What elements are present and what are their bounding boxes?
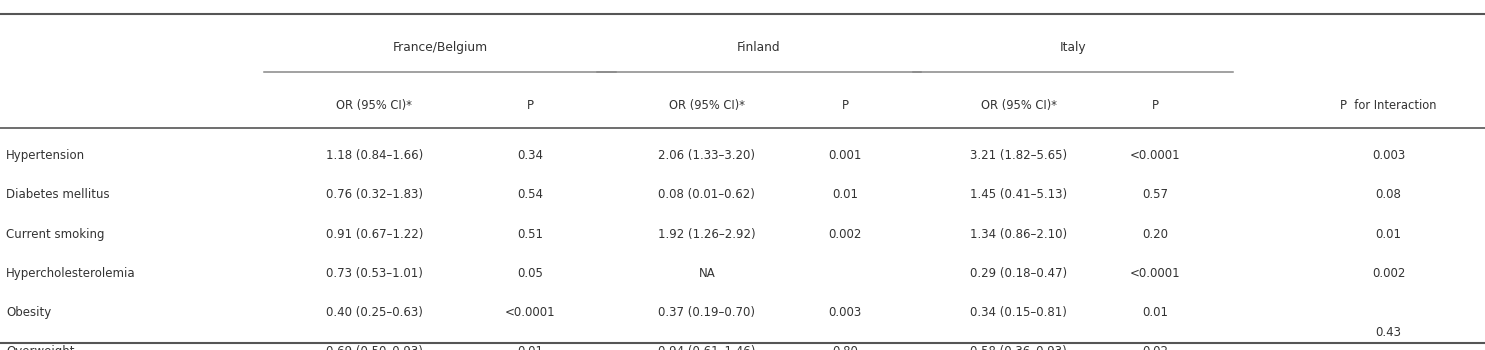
Text: 0.02: 0.02 [1142, 345, 1169, 350]
Text: Overweight: Overweight [6, 345, 74, 350]
Text: Hypercholesterolemia: Hypercholesterolemia [6, 267, 135, 280]
Text: 0.51: 0.51 [517, 228, 544, 241]
Text: 0.69 (0.50–0.93): 0.69 (0.50–0.93) [325, 345, 423, 350]
Text: P: P [527, 98, 533, 112]
Text: 2.06 (1.33–3.20): 2.06 (1.33–3.20) [658, 149, 756, 162]
Text: 0.08 (0.01–0.62): 0.08 (0.01–0.62) [658, 188, 756, 202]
Text: 0.29 (0.18–0.47): 0.29 (0.18–0.47) [970, 267, 1068, 280]
Text: 0.002: 0.002 [1372, 267, 1405, 280]
Text: 0.01: 0.01 [832, 188, 858, 202]
Text: 0.76 (0.32–1.83): 0.76 (0.32–1.83) [325, 188, 423, 202]
Text: 0.73 (0.53–1.01): 0.73 (0.53–1.01) [325, 267, 423, 280]
Text: 0.91 (0.67–1.22): 0.91 (0.67–1.22) [325, 228, 423, 241]
Text: 0.43: 0.43 [1375, 326, 1402, 339]
Text: 0.001: 0.001 [829, 149, 861, 162]
Text: <0.0001: <0.0001 [1130, 149, 1181, 162]
Text: 0.08: 0.08 [1375, 188, 1402, 202]
Text: France/Belgium: France/Belgium [392, 41, 489, 54]
Text: Diabetes mellitus: Diabetes mellitus [6, 188, 110, 202]
Text: 0.003: 0.003 [829, 306, 861, 319]
Text: 1.18 (0.84–1.66): 1.18 (0.84–1.66) [325, 149, 423, 162]
Text: Finland: Finland [737, 41, 781, 54]
Text: Obesity: Obesity [6, 306, 50, 319]
Text: 1.92 (1.26–2.92): 1.92 (1.26–2.92) [658, 228, 756, 241]
Text: P  for Interaction: P for Interaction [1341, 98, 1436, 112]
Text: 0.37 (0.19–0.70): 0.37 (0.19–0.70) [658, 306, 756, 319]
Text: 0.002: 0.002 [829, 228, 861, 241]
Text: P: P [842, 98, 848, 112]
Text: 0.003: 0.003 [1372, 149, 1405, 162]
Text: 0.01: 0.01 [1375, 228, 1402, 241]
Text: 0.01: 0.01 [1142, 306, 1169, 319]
Text: 0.05: 0.05 [517, 267, 544, 280]
Text: <0.0001: <0.0001 [1130, 267, 1181, 280]
Text: 1.45 (0.41–5.13): 1.45 (0.41–5.13) [970, 188, 1068, 202]
Text: 0.01: 0.01 [517, 345, 544, 350]
Text: OR (95% CI)*: OR (95% CI)* [336, 98, 413, 112]
Text: 0.80: 0.80 [832, 345, 858, 350]
Text: P: P [1152, 98, 1158, 112]
Text: 3.21 (1.82–5.65): 3.21 (1.82–5.65) [970, 149, 1068, 162]
Text: Hypertension: Hypertension [6, 149, 85, 162]
Text: 0.40 (0.25–0.63): 0.40 (0.25–0.63) [325, 306, 423, 319]
Text: <0.0001: <0.0001 [505, 306, 555, 319]
Text: 0.34: 0.34 [517, 149, 544, 162]
Text: 0.57: 0.57 [1142, 188, 1169, 202]
Text: 0.94 (0.61–1.46): 0.94 (0.61–1.46) [658, 345, 756, 350]
Text: 1.34 (0.86–2.10): 1.34 (0.86–2.10) [970, 228, 1068, 241]
Text: Current smoking: Current smoking [6, 228, 104, 241]
Text: 0.54: 0.54 [517, 188, 544, 202]
Text: Italy: Italy [1060, 41, 1086, 54]
Text: OR (95% CI)*: OR (95% CI)* [980, 98, 1057, 112]
Text: 0.34 (0.15–0.81): 0.34 (0.15–0.81) [970, 306, 1068, 319]
Text: 0.20: 0.20 [1142, 228, 1169, 241]
Text: OR (95% CI)*: OR (95% CI)* [668, 98, 745, 112]
Text: NA: NA [698, 267, 716, 280]
Text: 0.58 (0.36–0.93): 0.58 (0.36–0.93) [970, 345, 1068, 350]
